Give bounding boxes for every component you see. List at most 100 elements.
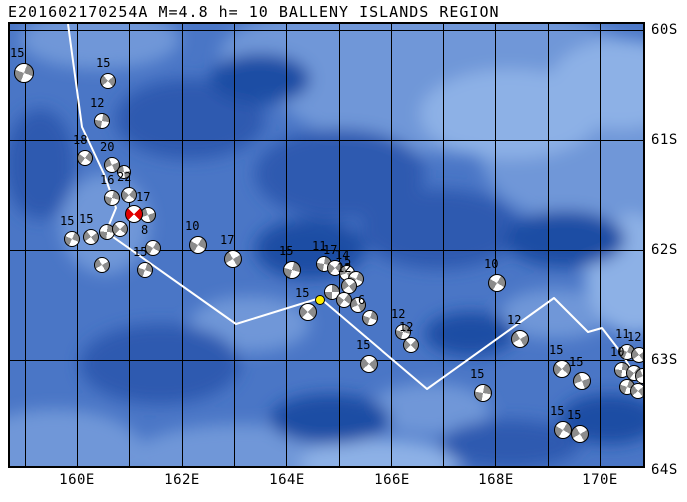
event-depth-label: 14: [335, 248, 350, 262]
event-depth-label: 12: [90, 96, 105, 110]
bathymetry-patch: [360, 189, 520, 269]
parallel-gridline: [10, 360, 643, 361]
event-depth-label: 15: [279, 244, 294, 258]
map-title: E201602170254A M=4.8 h= 10 BALLENY ISLAN…: [8, 3, 500, 21]
x-axis-tick-label: 162E: [164, 472, 200, 488]
focal-mechanism: [395, 324, 411, 340]
parallel-gridline: [10, 30, 643, 31]
event-depth-label: 10: [185, 219, 200, 233]
focal-mechanism: [631, 347, 643, 363]
bathymetry-layer: [10, 24, 643, 466]
x-axis-tick-label: 170E: [582, 472, 618, 488]
bathymetry-patch: [370, 383, 490, 435]
focal-mechanism: [635, 368, 643, 384]
focal-mechanism: [145, 240, 161, 256]
y-axis-tick-label: 62S: [651, 242, 678, 258]
event-depth-label: 8: [141, 223, 149, 237]
bathymetry-patch: [440, 420, 580, 466]
event-depth-label: 15: [96, 56, 111, 70]
bathymetry-patch: [270, 394, 390, 444]
event-depth-label: 17: [220, 233, 235, 247]
focal-mechanism: [630, 383, 643, 399]
highlighted-focal-mechanism: [125, 205, 143, 223]
bathymetry-patch: [10, 109, 75, 219]
x-axis-tick-label: 168E: [478, 472, 514, 488]
focal-mechanism: [350, 297, 366, 313]
map-canvas: 15 15 12 18 20 16 22 17 15 15 8 15 10 17 15 15 11 17 14 5 12…: [8, 22, 645, 468]
event-depth-label: 12: [507, 313, 522, 327]
focal-mechanism: [14, 63, 34, 83]
y-axis-tick-label: 63S: [651, 352, 678, 368]
y-axis-tick-label: 64S: [651, 462, 678, 478]
event-depth-label: 16: [100, 173, 115, 187]
event-depth-label: 20: [100, 140, 115, 154]
event-depth-label: 12: [627, 330, 642, 344]
focal-mechanism: [299, 303, 317, 321]
meridian-gridline: [129, 24, 131, 466]
event-depth-label: 15: [295, 286, 310, 300]
bathymetry-patch: [255, 129, 425, 219]
events-layer: 15 15 12 18 20 16 22 17 15 15 8 15 10 17 15 15 11 17 14 5 12…: [10, 24, 643, 466]
focal-mechanism: [83, 229, 99, 245]
focal-mechanism: [283, 261, 301, 279]
focal-mechanism: [117, 165, 131, 179]
bathymetry-patches: [10, 24, 643, 466]
parallel-gridline: [10, 140, 643, 141]
event-depth-label: 17: [323, 243, 338, 257]
meridian-gridline: [286, 24, 288, 466]
bathymetry-patch: [300, 439, 460, 466]
focal-mechanism: [94, 257, 110, 273]
focal-mechanism: [121, 187, 137, 203]
event-depth-label: 12: [399, 320, 414, 334]
meridian-gridline: [77, 24, 78, 466]
event-depth-label: 12: [391, 307, 406, 321]
event-depth-label: 15: [10, 46, 25, 60]
event-depth-label: 10: [610, 345, 625, 359]
epicenter-marker: [315, 295, 325, 305]
bathymetry-patch: [210, 54, 310, 104]
bathymetry-patch: [115, 79, 265, 159]
event-depth-label: 15: [550, 404, 565, 418]
plate-boundary-layer: [67, 24, 643, 395]
focal-mechanism: [488, 274, 506, 292]
x-axis-tick-label: 166E: [374, 472, 410, 488]
focal-mechanism: [362, 310, 378, 326]
meridian-gridline: [547, 24, 549, 466]
y-axis-tick-label: 61S: [651, 132, 678, 148]
event-depth-label: 11: [615, 327, 630, 341]
meridian-gridline: [181, 24, 183, 466]
focal-mechanism: [360, 355, 378, 373]
focal-mechanism: [553, 360, 571, 378]
bathymetry-patch: [425, 312, 515, 356]
focal-mechanism: [94, 113, 110, 129]
focal-mechanism: [224, 250, 242, 268]
event-depth-label: 17: [136, 190, 151, 204]
event-depth-label: 15: [79, 212, 94, 226]
bathymetry-patch: [80, 324, 240, 404]
meridian-gridline: [24, 24, 26, 466]
focal-mechanism: [511, 330, 529, 348]
event-depth-label: 22: [117, 170, 132, 184]
meridian-gridline: [495, 24, 497, 466]
focal-mechanism: [403, 337, 419, 353]
event-depth-label: 6: [358, 293, 366, 307]
event-depth-label: 15: [60, 214, 75, 228]
focal-mechanism: [64, 231, 80, 247]
focal-mechanism: [100, 73, 116, 89]
focal-mechanism: [189, 236, 207, 254]
bathymetry-patch: [505, 211, 625, 267]
focal-mechanism: [474, 384, 492, 402]
event-depth-label: 15: [549, 343, 564, 357]
x-axis-tick-label: 160E: [59, 472, 95, 488]
event-depth-label: 18: [73, 133, 88, 147]
event-depth-label: 15: [356, 338, 371, 352]
grid-layer: [10, 24, 643, 466]
event-depth-label: 10: [484, 257, 499, 271]
x-axis-tick-label: 164E: [269, 472, 305, 488]
y-axis-tick-label: 60S: [651, 22, 678, 38]
meridian-gridline: [443, 24, 445, 466]
focal-mechanism: [137, 262, 153, 278]
bathymetry-patch: [550, 39, 643, 129]
meridian-gridline: [390, 24, 392, 466]
